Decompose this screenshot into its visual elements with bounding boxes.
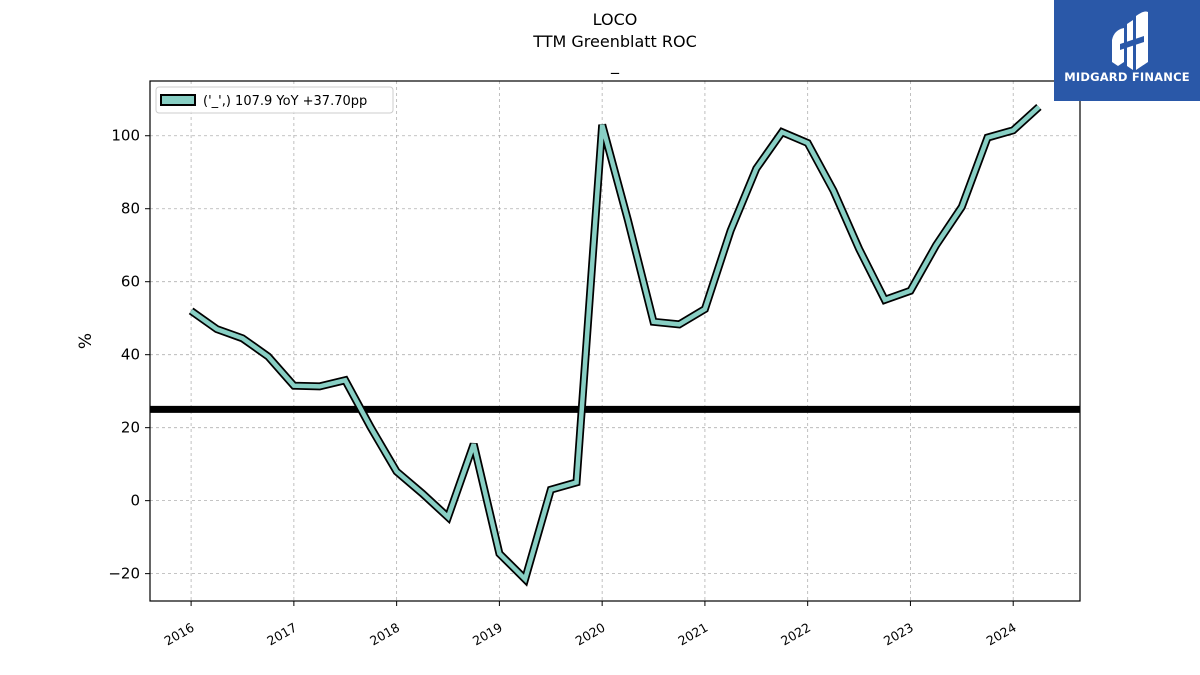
y-axis-label: %	[76, 333, 96, 349]
x-tick-label: 2019	[470, 620, 505, 649]
x-tick-label: 2022	[778, 620, 813, 649]
legend-label: ('_',) 107.9 YoY +37.70pp	[203, 94, 367, 109]
y-tick-label: 100	[111, 127, 140, 145]
chart-title: LOCO	[592, 10, 638, 29]
logo-mark-icon	[1112, 11, 1148, 70]
y-tick-label: 60	[121, 273, 140, 291]
y-tick-label: 0	[130, 492, 140, 510]
y-tick-label: 40	[121, 346, 140, 364]
y-tick-label: 80	[121, 200, 140, 218]
brand-logo: MIDGARD FINANCE	[1054, 0, 1200, 101]
x-tick-label: 2020	[573, 620, 608, 649]
chart-subtitle: TTM Greenblatt ROC	[533, 32, 697, 51]
x-tick-label: 2018	[367, 620, 402, 649]
x-tick-label: 2017	[264, 620, 299, 649]
plot-frame	[149, 80, 1081, 602]
legend-swatch	[160, 94, 196, 106]
chart-subtitle-2: _	[611, 55, 619, 74]
x-tick-label: 2016	[162, 620, 197, 649]
y-tick-label: −20	[108, 565, 140, 583]
legend-box	[155, 86, 394, 114]
x-tick-label: 2023	[881, 620, 916, 649]
logo-text: MIDGARD FINANCE	[1064, 70, 1190, 84]
y-tick-label: 20	[121, 419, 140, 437]
series-line	[189, 105, 1041, 584]
x-tick-label: 2024	[984, 620, 1019, 649]
x-tick-label: 2021	[675, 620, 710, 649]
